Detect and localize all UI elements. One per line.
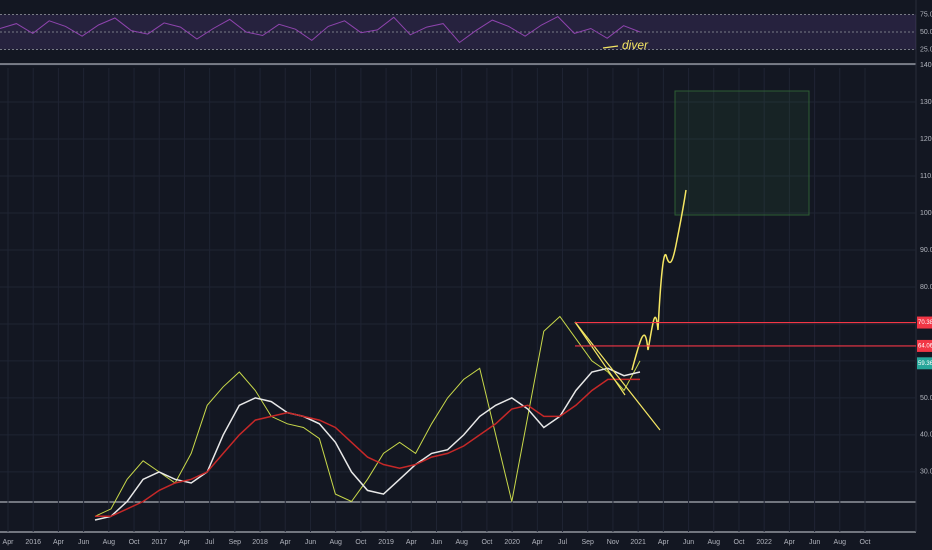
x-tick-label: Apr: [406, 539, 418, 546]
rsi-tick-label: 75.00: [920, 11, 932, 18]
price-label-bg: [917, 339, 932, 352]
x-tick-label: 2016: [25, 539, 41, 546]
x-tick-label: 2017: [151, 539, 167, 546]
x-tick-label: Aug: [329, 539, 342, 546]
price-label: 59.36: [918, 361, 932, 367]
rsi-tick-label: 25.00: [920, 46, 932, 53]
x-tick-label: Nov: [607, 539, 620, 546]
x-tick-label: Oct: [129, 539, 140, 546]
x-tick-label: 2021: [630, 539, 646, 546]
price-label-bg: [917, 357, 932, 370]
price-label-bg: [917, 316, 932, 329]
forecast-drawing: [631, 189, 687, 371]
x-tick-label: Aug: [103, 539, 116, 546]
y-tick-label: 50.00: [920, 395, 932, 402]
rsi-tick-label: 50.00: [920, 29, 932, 36]
x-tick-label: Jun: [809, 539, 820, 546]
x-tick-label: 2019: [378, 539, 394, 546]
x-tick-label: Aug: [708, 539, 721, 546]
series-line: [94, 367, 641, 521]
x-tick-label: Jun: [431, 539, 442, 546]
x-tick-label: Apr: [784, 539, 796, 546]
y-tick-label: 40.00: [920, 432, 932, 439]
x-tick-label: Oct: [355, 539, 366, 546]
x-tick-label: Oct: [734, 539, 745, 546]
y-tick-label: 80.00: [920, 284, 932, 291]
price-label: 70.38: [918, 320, 932, 326]
y-tick-label: 100.00: [920, 210, 932, 217]
x-tick-label: Apr: [280, 539, 292, 546]
x-tick-label: 2020: [504, 539, 520, 546]
x-tick-label: Sep: [582, 539, 595, 546]
price-label: 64.06: [918, 343, 932, 349]
target-box: [674, 90, 810, 216]
x-tick-label: Jul: [558, 539, 567, 546]
y-tick-label: 130.00: [920, 99, 932, 106]
x-tick-label: Apr: [658, 539, 670, 546]
x-tick-label: Aug: [834, 539, 847, 546]
x-tick-label: Apr: [179, 539, 191, 546]
rsi-line: [0, 15, 641, 44]
y-tick-label: 30.00: [920, 469, 932, 476]
x-tick-label: Apr: [532, 539, 544, 546]
annotation-stroke: [602, 45, 619, 49]
x-tick-label: Jun: [683, 539, 694, 546]
series-line: [94, 315, 641, 517]
series-line: [95, 378, 640, 518]
x-tick-label: Sep: [229, 539, 242, 546]
x-tick-label: 2018: [252, 539, 268, 546]
x-tick-label: Apr: [53, 539, 65, 546]
y-tick-label: 90.00: [920, 247, 932, 254]
x-tick-label: Jun: [305, 539, 316, 546]
x-tick-label: Oct: [860, 539, 871, 546]
y-tick-label: 110.00: [920, 173, 932, 180]
annotation: diver: [622, 38, 649, 52]
x-tick-label: Oct: [481, 539, 492, 546]
x-tick-label: Apr: [3, 539, 15, 546]
y-tick-label: 140.00: [920, 62, 932, 69]
y-tick-label: 120.00: [920, 136, 932, 143]
trend-line: [574, 321, 626, 396]
x-tick-label: Aug: [455, 539, 468, 546]
x-tick-label: 2022: [756, 539, 772, 546]
x-tick-label: Jul: [205, 539, 214, 546]
x-tick-label: Jun: [78, 539, 89, 546]
trend-line: [574, 321, 661, 431]
